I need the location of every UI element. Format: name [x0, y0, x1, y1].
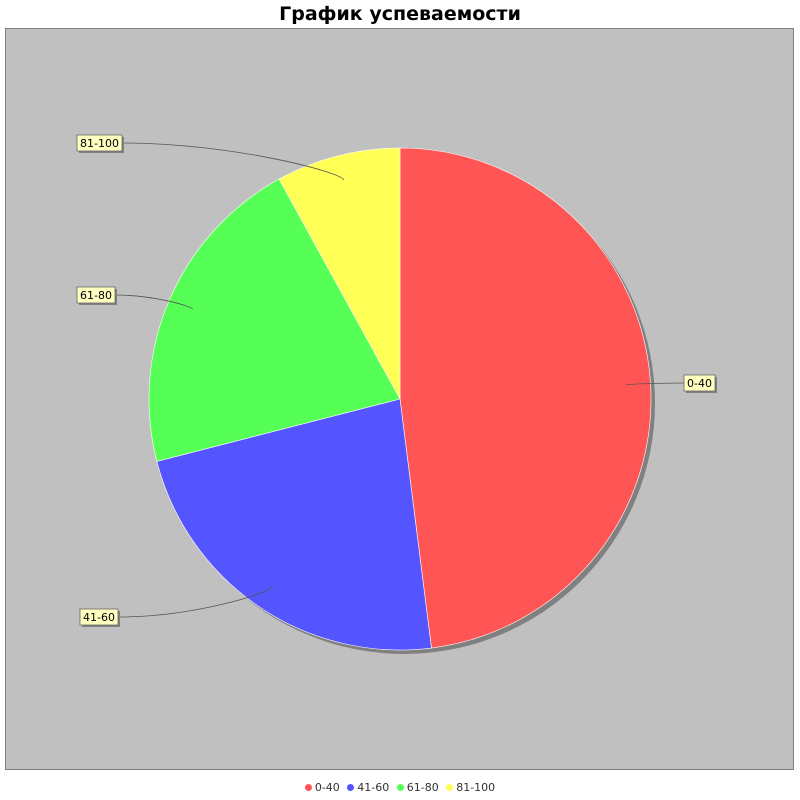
label-box [79, 608, 119, 626]
legend-label: 81-100 [456, 781, 496, 794]
slice-label-text: 61-80 [80, 289, 112, 302]
chart-title: График успеваемости [279, 3, 521, 25]
slice-label-0-40: 0-40 [625, 374, 717, 393]
legend-swatch [446, 784, 454, 791]
legend-item-81-100: 81-100 [446, 781, 495, 795]
legend-item-0-40: 0-40 [304, 781, 340, 795]
legend-label: 41-60 [357, 781, 390, 794]
legend-label: 0-40 [314, 781, 340, 794]
leader-line [625, 382, 685, 386]
pie-slice-81-100 [278, 147, 401, 400]
slice-label-81-100: 81-100 [76, 134, 345, 181]
leader-line [114, 294, 194, 310]
pie-slice-41-60 [156, 398, 432, 651]
slice-label-text: 81-100 [80, 137, 119, 150]
slice-label-41-60: 41-60 [79, 585, 274, 627]
label-box [76, 134, 123, 152]
legend-swatch [304, 784, 312, 791]
slice-label-text: 41-60 [83, 611, 115, 624]
legend-swatch [396, 784, 404, 791]
label-box [76, 286, 116, 304]
pie-slice-61-80 [148, 178, 401, 462]
pie-slice-0-40 [399, 147, 652, 649]
legend-label: 61-80 [406, 781, 439, 794]
legend-item-41-60: 41-60 [347, 781, 389, 795]
slice-label-text: 0-40 [687, 377, 712, 390]
leader-line [117, 585, 274, 618]
legend-item-61-80: 61-80 [396, 781, 439, 795]
legend: 0-40 41-60 61-80 81-100 [0, 781, 800, 795]
legend-swatch [347, 784, 355, 791]
slice-label-61-80: 61-80 [76, 286, 194, 310]
label-box [683, 374, 716, 392]
leader-line [121, 142, 345, 181]
